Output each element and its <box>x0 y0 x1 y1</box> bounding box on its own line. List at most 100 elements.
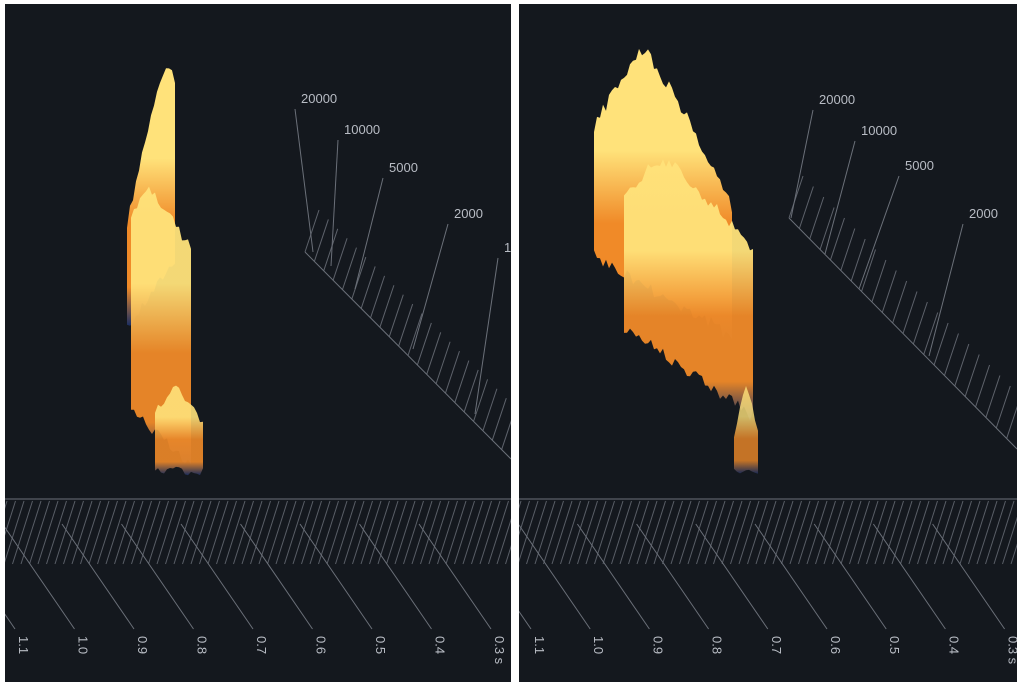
floor-hatch-line <box>866 500 887 565</box>
frequency-tick-line <box>809 196 825 240</box>
floor-hatch-line <box>488 500 509 565</box>
floor-hatch-line <box>233 500 254 565</box>
frequency-tick-line <box>341 247 357 290</box>
floor-hatch-line <box>216 500 237 565</box>
frequency-tick-line <box>332 238 348 281</box>
floor-hatch-line <box>80 500 101 565</box>
time-tick-label: 0.6 <box>828 636 843 654</box>
frequency-tick-line <box>370 275 386 319</box>
floor-hatch-line <box>97 500 118 565</box>
frequency-tick-line <box>435 341 451 384</box>
frequency-tick-line <box>964 354 980 397</box>
floor-hatch-line <box>258 500 280 565</box>
floor-hatch-line <box>942 500 964 565</box>
frequency-tick-line <box>416 322 432 366</box>
frequency-major-tick <box>294 108 314 253</box>
frequency-major-tick <box>354 177 384 290</box>
frequency-tick-line <box>840 228 856 271</box>
frequency-tick-line <box>881 270 897 313</box>
floor-hatch-line <box>815 500 836 565</box>
frequency-major-tick <box>474 257 499 415</box>
floor-hatch-line <box>985 500 1006 565</box>
frequency-tick-line <box>861 249 877 292</box>
frequency-tick-line <box>407 313 423 356</box>
time-tick-line <box>813 523 887 630</box>
frequency-tick-label: 20000 <box>301 91 337 106</box>
frequency-tick-line <box>313 219 329 262</box>
floor-hatch-line <box>5 500 16 536</box>
frequency-major-tick <box>790 109 814 219</box>
floor-hatch-line <box>993 500 1015 565</box>
floor-hatch-line <box>874 500 896 565</box>
time-tick-line <box>299 523 373 630</box>
frequency-tick-line <box>995 385 1011 429</box>
floor-hatch-line <box>343 500 365 565</box>
floor-hatch-line <box>207 500 229 565</box>
floor-hatch-line <box>29 500 50 565</box>
frequency-tick-line <box>426 332 442 375</box>
floor-hatch-line <box>883 500 904 565</box>
floor-hatch-line <box>471 500 492 565</box>
time-tick-line <box>359 523 432 630</box>
floor-hatch-line <box>377 500 399 565</box>
floor-hatch-line <box>594 500 615 565</box>
floor-hatch-line <box>122 500 144 565</box>
floor-hatch-line <box>267 500 288 565</box>
frequency-tick-line <box>975 364 991 408</box>
frequency-tick-line <box>954 343 970 387</box>
floor-hatch-line <box>908 500 930 565</box>
floor-hatch-line <box>5 500 25 563</box>
spectrum-surface-layer <box>734 386 758 474</box>
floor-hatch-line <box>670 500 692 565</box>
time-tick-line <box>180 523 254 630</box>
time-tick-label: 0.4 <box>433 636 448 654</box>
floor-hatch-line <box>352 500 373 565</box>
floor-hatch-line <box>46 500 67 565</box>
floor-hatch-line <box>679 500 700 565</box>
frequency-tick-label: 2000 <box>969 206 998 221</box>
frequency-tick-line <box>473 379 489 422</box>
time-tick-label: 0.4 <box>946 636 961 654</box>
frequency-tick-line <box>892 280 908 324</box>
frequency-tick-line <box>388 294 404 337</box>
floor-hatch-line <box>454 500 475 565</box>
floor-hatch-line <box>823 500 845 565</box>
panel-divider <box>512 0 518 685</box>
floor-hatch-line <box>789 500 811 565</box>
frequency-tick-line <box>482 388 498 431</box>
floor-hatch-line <box>326 500 348 565</box>
floor-hatch-line <box>63 500 84 565</box>
floor-hatch-line <box>420 500 441 565</box>
floor-hatch-line <box>403 500 424 565</box>
floor-hatch-line <box>199 500 220 565</box>
floor-hatch-line <box>182 500 203 565</box>
floor-hatch-line <box>577 500 598 565</box>
frequency-tick-line <box>819 207 835 250</box>
frequency-major-tick <box>858 175 900 290</box>
floor-hatch-line <box>411 500 433 565</box>
time-tick-line <box>932 523 1006 630</box>
floor-hatch-line <box>88 500 110 565</box>
floor-hatch-line <box>156 500 178 565</box>
floor-hatch-line <box>806 500 828 565</box>
floor-hatch-line <box>798 500 819 565</box>
floor-hatch-line <box>54 500 76 565</box>
time-tick-line <box>240 523 313 630</box>
floor-hatch-line <box>105 500 127 565</box>
floor-hatch-line <box>611 500 632 565</box>
floor-hatch-line <box>148 500 169 565</box>
time-tick-line <box>61 523 135 630</box>
floor-hatch-line <box>713 500 734 565</box>
floor-hatch-line <box>165 500 186 565</box>
floor-hatch-line <box>519 500 530 536</box>
time-tick-line <box>5 526 75 630</box>
floor-hatch-line <box>241 500 263 565</box>
time-tick-label: 0.7 <box>254 636 269 654</box>
frequency-tick-label: 5000 <box>389 160 418 175</box>
floor-hatch-line <box>139 500 161 565</box>
floor-hatch-line <box>519 500 539 563</box>
floor-hatch-line <box>386 500 407 565</box>
floor-hatch-line <box>114 500 135 565</box>
time-tick-label: 0.5 <box>373 636 388 654</box>
floor-hatch-line <box>602 500 624 565</box>
